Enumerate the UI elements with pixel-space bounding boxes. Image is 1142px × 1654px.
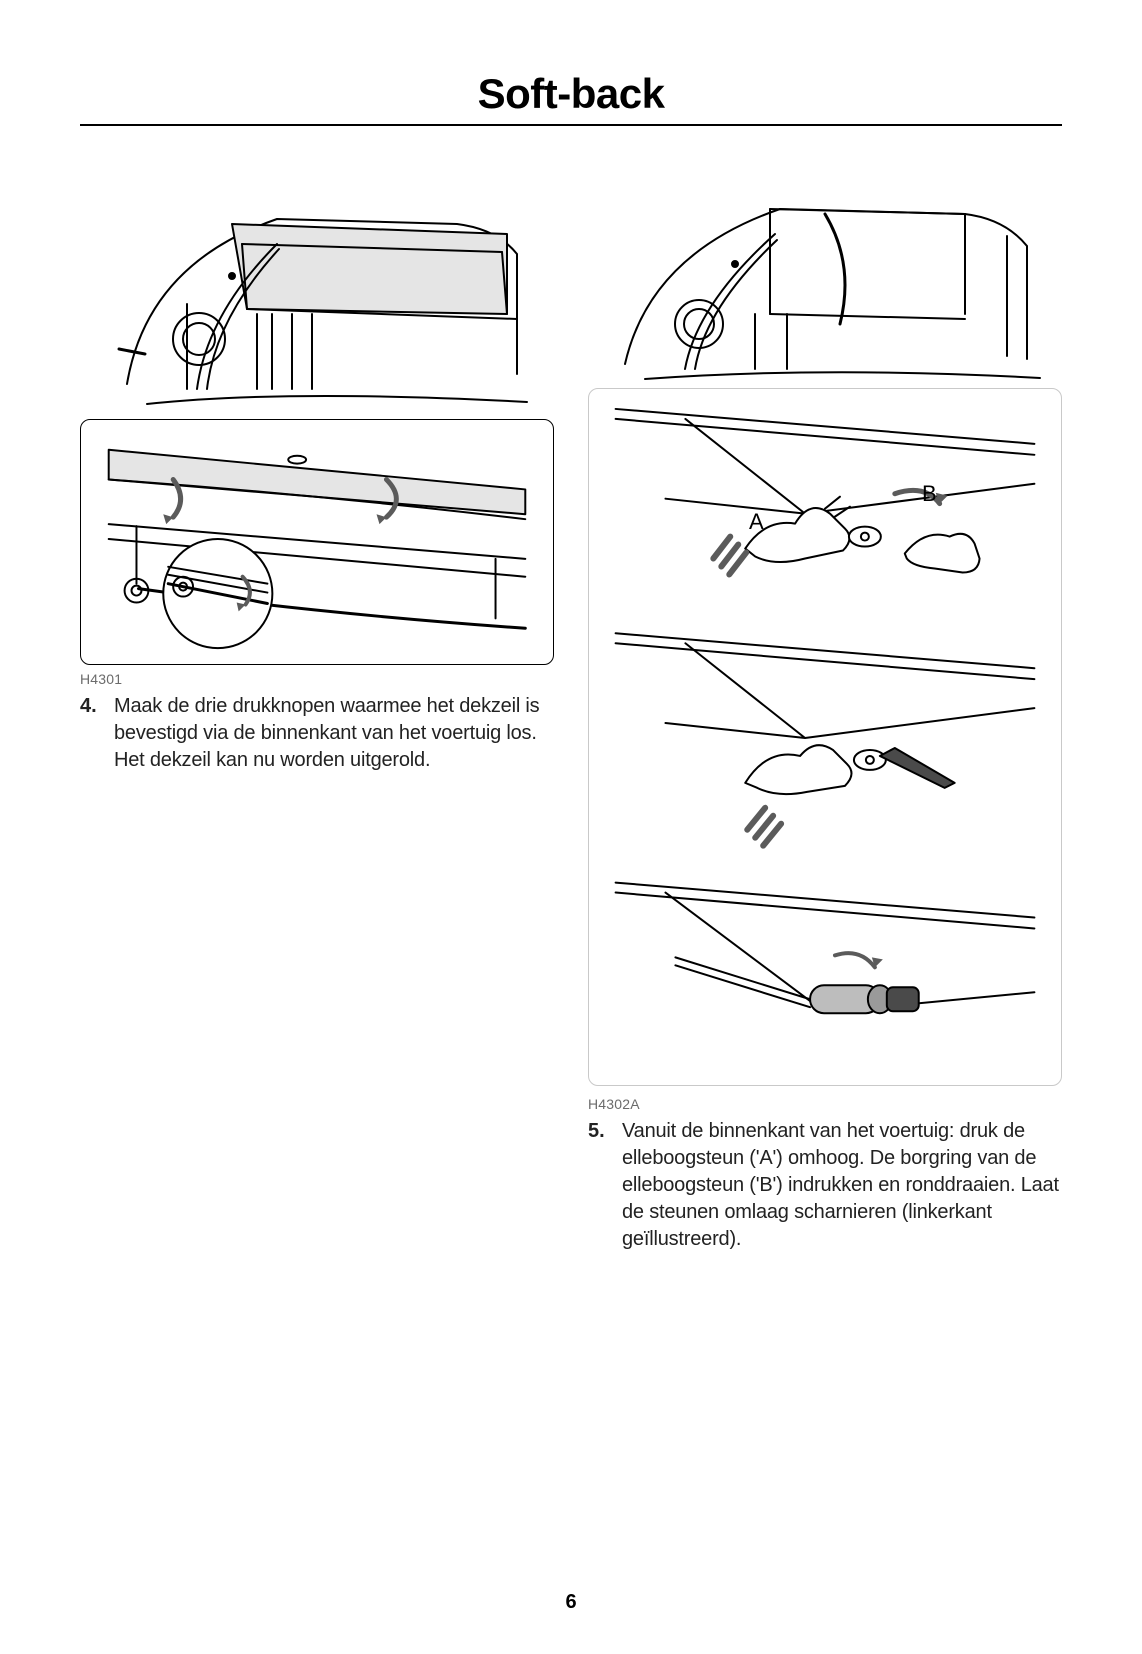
step-4: 4. Maak de drie drukknopen waarmee het d… [80, 693, 554, 774]
callout-label-a: A [749, 509, 764, 535]
illustration-elbow-sequence-icon [589, 389, 1061, 1085]
step-4-number: 4. [80, 693, 100, 774]
right-column: A B [588, 164, 1062, 1253]
figure-ref-left: H4301 [80, 671, 554, 687]
left-column: H4301 4. Maak de drie drukknopen waarmee… [80, 164, 554, 1253]
page-title: Soft-back [80, 70, 1062, 118]
figure-right-panel: A B [588, 388, 1062, 1086]
figure-left-top [80, 164, 554, 409]
illustration-vehicle-softtop-icon [80, 164, 554, 409]
title-rule [80, 124, 1062, 126]
illustration-vehicle-open-icon [588, 164, 1062, 380]
illustration-tonneau-detail-icon [81, 420, 553, 664]
step-4-text: Maak de drie drukknopen waarmee het dekz… [114, 693, 554, 774]
callout-label-b: B [922, 481, 937, 507]
step-5-number: 5. [588, 1118, 608, 1253]
figure-ref-right: H4302A [588, 1096, 1062, 1112]
figure-left-bottom [80, 419, 554, 665]
page-number: 6 [0, 1591, 1142, 1614]
step-5: 5. Vanuit de binnenkant van het voertuig… [588, 1118, 1062, 1253]
step-5-text: Vanuit de binnenkant van het voertuig: d… [622, 1118, 1062, 1253]
content-columns: H4301 4. Maak de drie drukknopen waarmee… [80, 164, 1062, 1253]
figure-right-top [588, 164, 1062, 380]
